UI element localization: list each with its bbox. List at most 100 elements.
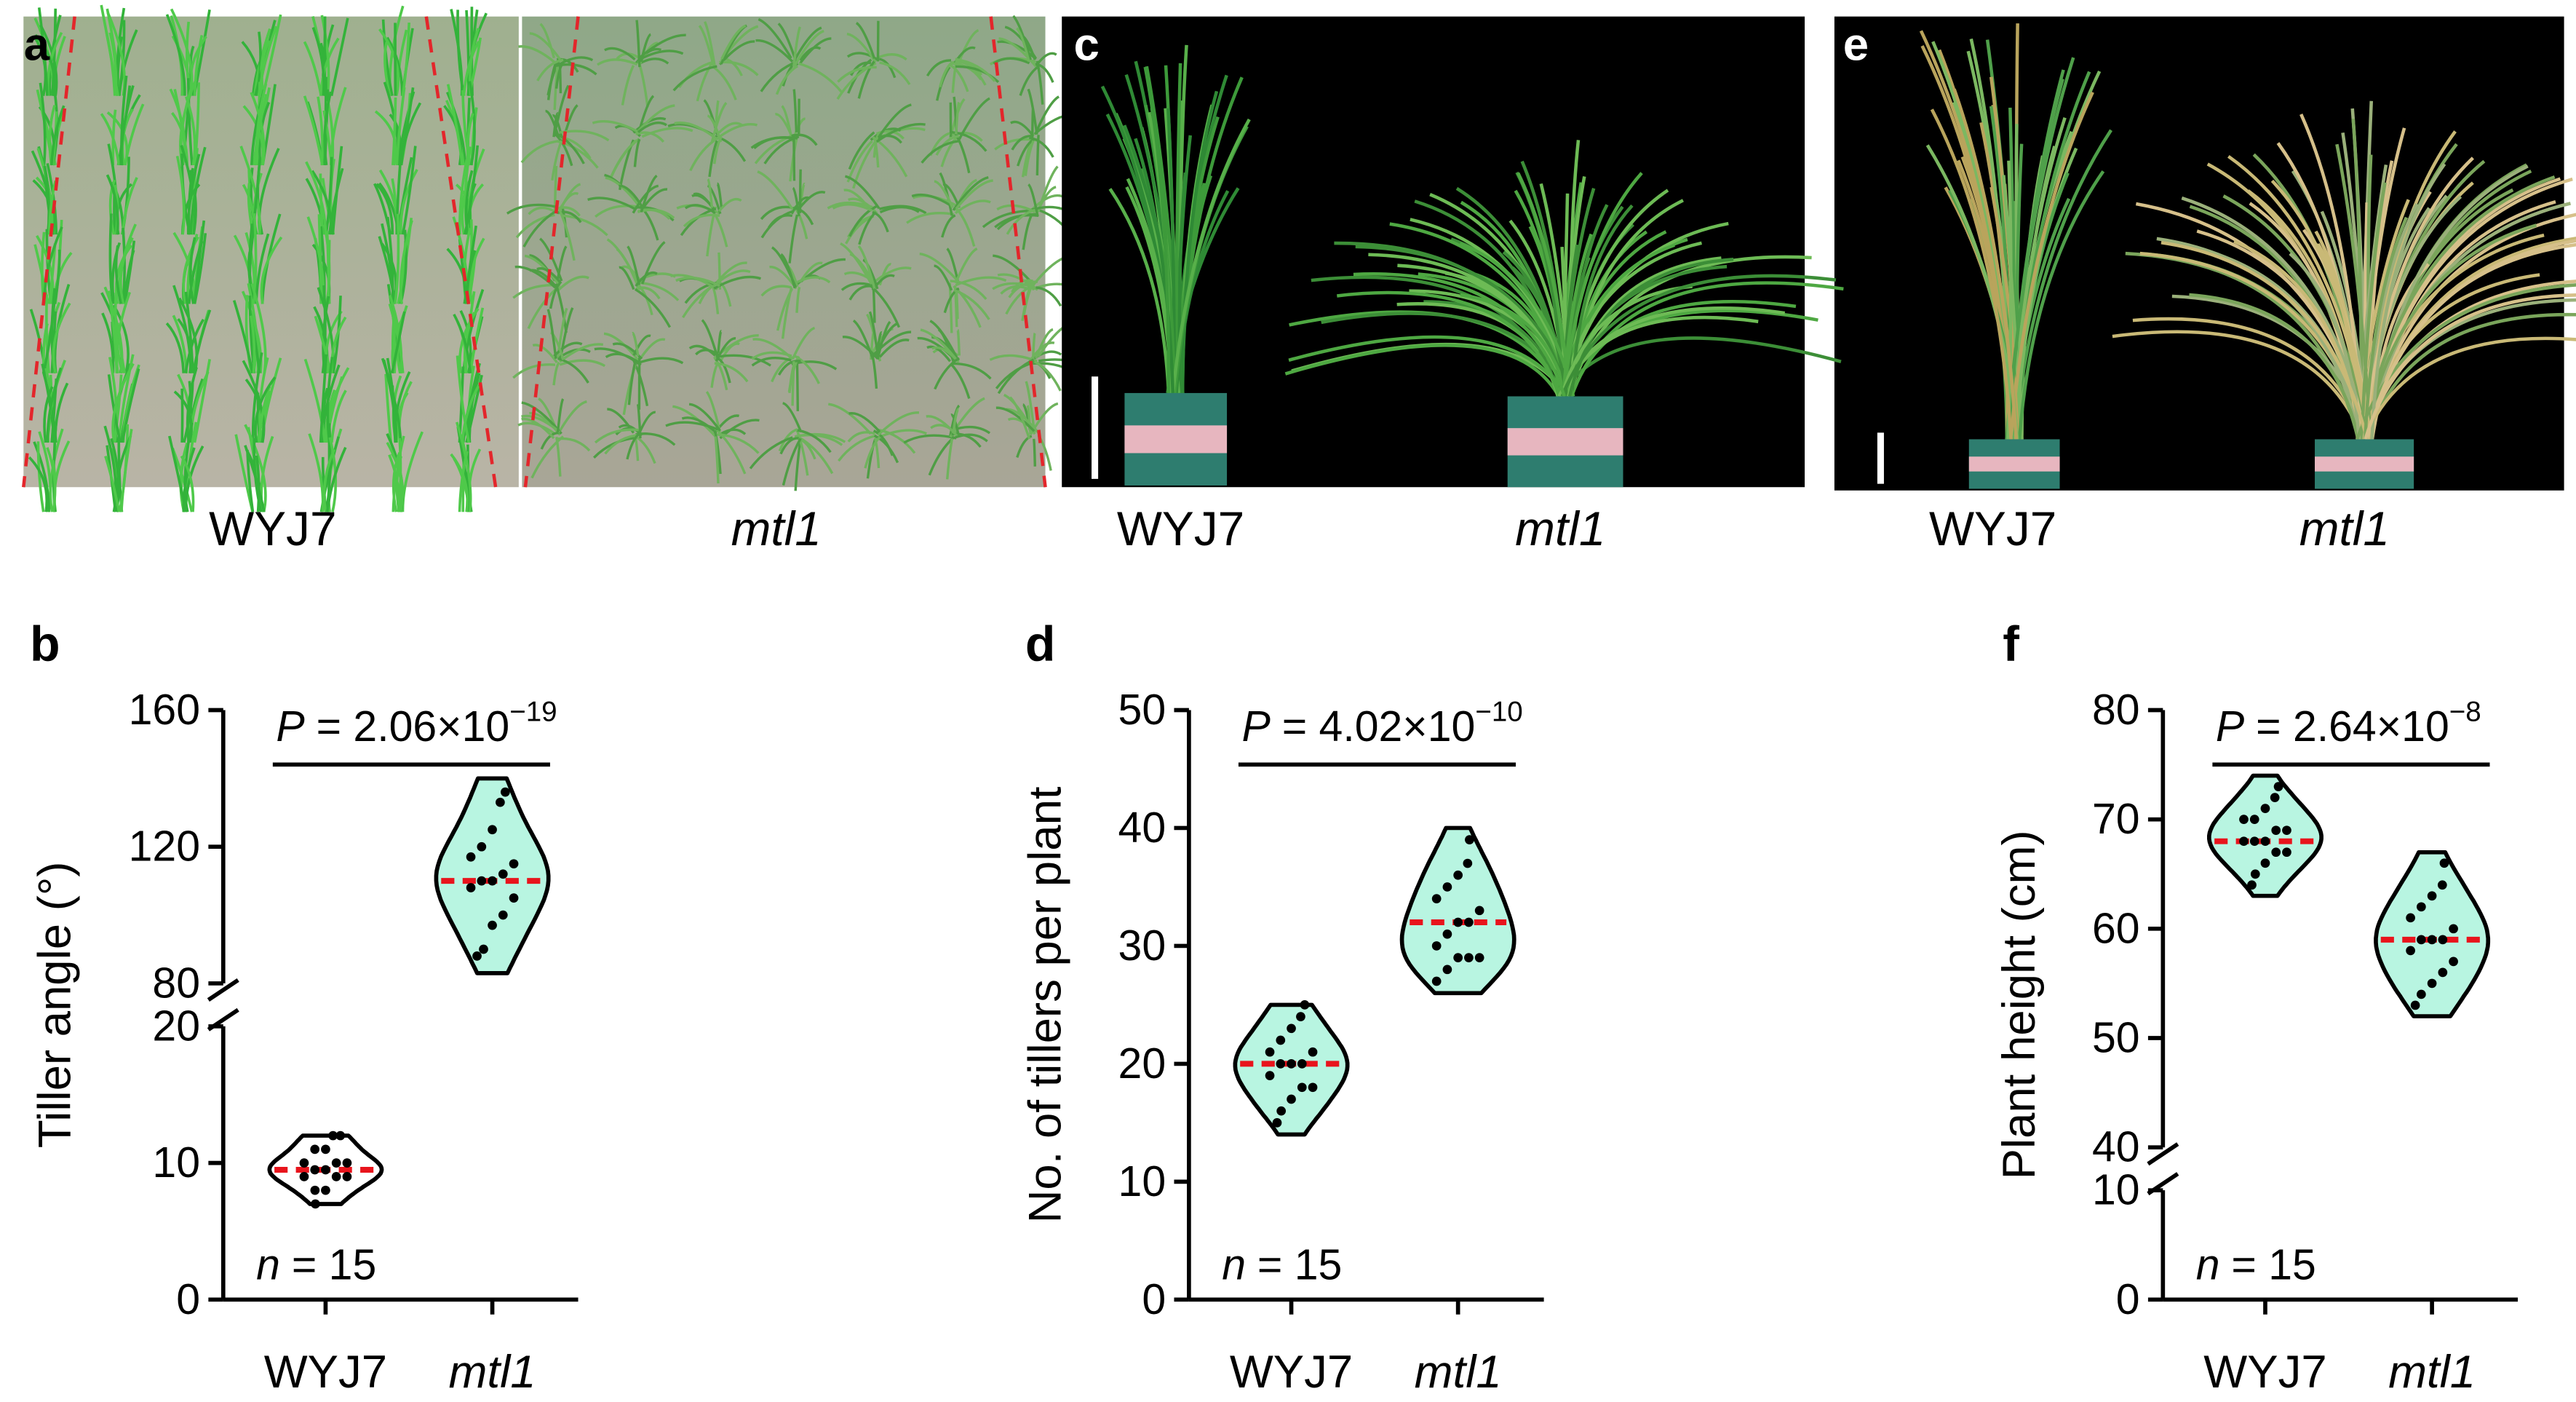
grass-leaf <box>837 66 877 83</box>
grass-leaf <box>399 168 418 235</box>
data-point <box>479 944 488 954</box>
grass-leaf <box>332 296 342 373</box>
grass-leaf <box>461 385 480 443</box>
y-axis-label: Tiller angle (°) <box>29 862 80 1149</box>
p-symbol: P <box>2216 703 2244 750</box>
grass-leaf <box>942 183 961 209</box>
data-point <box>299 1158 309 1168</box>
grass-leaf <box>468 81 476 166</box>
grass-leaf <box>919 253 961 284</box>
data-point <box>1296 1012 1305 1021</box>
grass-leaf <box>717 357 731 384</box>
photo-label: mtl1 <box>1515 502 1605 555</box>
data-point <box>1464 917 1474 927</box>
y-tick-label: 0 <box>1142 1276 1166 1323</box>
data-point <box>1453 953 1463 962</box>
grass-leaf <box>926 59 952 77</box>
plant-leaf <box>1180 90 1219 393</box>
grass-leaf <box>792 134 796 181</box>
data-point <box>1297 1059 1307 1069</box>
data-point <box>310 1185 320 1195</box>
plant-leaf <box>2362 336 2576 440</box>
data-point <box>1287 1094 1296 1104</box>
data-point <box>1297 1082 1307 1093</box>
grass-leaf <box>760 285 792 297</box>
y-tick-label: 30 <box>1118 922 1166 970</box>
y-tick-label: 80 <box>2092 686 2140 734</box>
grass-leaf <box>48 105 56 166</box>
grass-leaf <box>939 60 954 88</box>
grass-leaf <box>1035 52 1057 67</box>
grass-leaf <box>771 246 798 288</box>
grass-leaf <box>672 65 717 92</box>
panel-letter: b <box>30 617 60 672</box>
grass-leaf <box>386 216 394 304</box>
grass-leaf <box>781 105 793 139</box>
grass-leaf <box>456 355 471 443</box>
grass-leaf <box>49 428 64 512</box>
y-tick-label: 10 <box>152 1139 200 1187</box>
grass-leaf <box>555 63 597 76</box>
grass-leaf <box>681 416 717 434</box>
plant-leaf <box>2360 182 2387 440</box>
data-point <box>509 859 519 869</box>
grass-leaf <box>640 338 666 359</box>
grass-leaf <box>955 101 961 135</box>
grass-leaf <box>446 84 464 166</box>
plant-leaf <box>2370 162 2446 440</box>
grass-leaf <box>717 330 723 356</box>
y-tick-label: 40 <box>2092 1124 2140 1171</box>
plant-leaf <box>1559 285 1693 397</box>
pot-label <box>1507 428 1623 456</box>
grass-leaf <box>683 213 720 228</box>
grass-leaf <box>322 296 330 373</box>
grass-leaf <box>850 61 872 76</box>
grass-leaf <box>1025 381 1035 432</box>
grass-leaf <box>637 33 686 60</box>
grass-leaf <box>949 63 969 92</box>
grass-leaf <box>254 376 277 443</box>
grass-leaf <box>993 57 1030 65</box>
data-point <box>1464 953 1474 962</box>
grass-leaf <box>717 252 722 290</box>
photo-label: mtl1 <box>2299 502 2390 555</box>
grass-leaf <box>463 145 480 235</box>
grass-leaf <box>635 20 641 68</box>
grass-leaf <box>757 170 794 210</box>
grass-leaf <box>319 354 328 443</box>
plant-leaf <box>1288 335 1567 397</box>
grass-leaf <box>100 4 119 96</box>
grass-leaf <box>180 455 195 512</box>
data-point <box>1276 1035 1286 1045</box>
plant-leaf <box>1557 336 1842 397</box>
grass-leaf <box>528 206 555 215</box>
plant-leaf <box>1171 118 1251 394</box>
grass-leaf <box>458 159 469 235</box>
grass-leaf <box>1024 140 1035 176</box>
grass-leaf <box>394 371 411 443</box>
grass-leaf <box>953 433 988 443</box>
grass-leaf <box>760 205 792 221</box>
grass-leaf <box>857 60 875 99</box>
panel-letter: a <box>24 19 50 70</box>
grass-leaf <box>793 29 824 67</box>
grass-leaf <box>714 432 722 475</box>
grass-leaf <box>559 343 604 363</box>
grass-leaf <box>751 356 792 367</box>
grass-leaf <box>540 431 560 450</box>
data-point <box>2270 793 2280 802</box>
grass-leaf <box>877 411 920 436</box>
grass-leaf <box>112 304 130 374</box>
grass-leaf <box>1027 183 1039 217</box>
data-point <box>466 883 476 892</box>
grass-leaf <box>641 127 693 138</box>
plant-leaf <box>1134 138 1175 393</box>
grass-leaf <box>50 378 58 443</box>
p-value-annotation: P = 2.06×10−19 <box>276 696 557 750</box>
grass-leaf <box>189 146 207 235</box>
grass-leaf <box>955 58 996 82</box>
plant-leaf <box>2364 293 2576 440</box>
y-axis-label: No. of tillers per plant <box>1020 786 1071 1223</box>
grass-leaf <box>186 78 194 166</box>
data-point <box>2410 1000 2420 1010</box>
